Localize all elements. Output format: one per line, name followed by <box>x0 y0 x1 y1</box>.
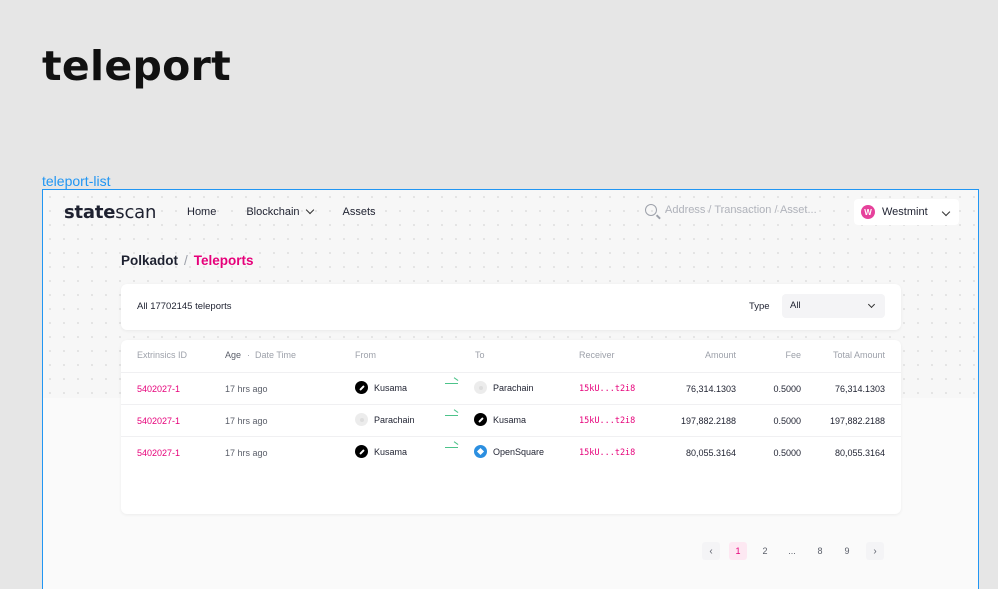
filter-bar: All 17702145 teleports Type All <box>121 284 901 330</box>
logo-bold: state <box>64 202 116 223</box>
header-amount: Amount <box>704 350 736 360</box>
fee-value: 0.5000 <box>773 416 801 426</box>
receiver-link[interactable]: 15kU...t2i8 <box>579 416 636 426</box>
arrow-right-icon <box>445 415 458 417</box>
header-age[interactable]: Age <box>225 350 242 360</box>
extrinsic-id-link[interactable]: 5402027-1 <box>137 416 181 426</box>
header-from: From <box>355 350 376 360</box>
from-chain-name: Parachain <box>374 414 415 425</box>
teleport-table: Extrinsics ID Age · Date Time From To Re… <box>121 340 901 560</box>
chevron-down-icon <box>305 205 314 215</box>
to-chain: OpenSquare <box>474 445 544 458</box>
chain-selector[interactable]: W Westmint <box>854 199 959 225</box>
type-select-value: All <box>790 300 801 311</box>
header-total: Total Amount <box>832 350 885 360</box>
top-header: statescan Home Blockchain Assets Address… <box>43 190 978 234</box>
to-chain: Kusama <box>474 413 526 426</box>
table-row: 5402027-1 17 hrs ago Parachain Kusama 15kU..… <box>121 404 901 436</box>
chain-name: Westmint <box>882 206 928 218</box>
parachain-icon <box>355 413 368 426</box>
to-chain-name: Parachain <box>493 382 534 393</box>
table-row: 5402027-1 17 hrs ago Kusama OpenSquare 15kU.… <box>121 436 901 468</box>
amount-value: 80,055.3164 <box>685 448 736 458</box>
amount-value: 197,882.2188 <box>680 416 736 426</box>
page-title: teleport <box>42 42 232 90</box>
nav-blockchain[interactable]: Blockchain <box>246 205 314 218</box>
total-amount-value: 80,055.3164 <box>834 448 885 458</box>
header-to: To <box>475 350 485 360</box>
breadcrumb: Polkadot / Teleports <box>121 253 254 268</box>
breadcrumb-root[interactable]: Polkadot <box>121 253 179 268</box>
search-icon <box>645 204 657 216</box>
receiver-link[interactable]: 15kU...t2i8 <box>579 448 636 458</box>
extrinsic-id-link[interactable]: 5402027-1 <box>137 448 181 458</box>
frame-label: teleport-list <box>42 173 111 189</box>
chevron-down-icon <box>941 207 951 217</box>
nav-blockchain-label: Blockchain <box>246 206 300 218</box>
amount-value: 76,314.1303 <box>685 384 736 394</box>
breadcrumb-current: Teleports <box>193 253 254 268</box>
header-receiver: Receiver <box>579 350 615 360</box>
parachain-icon <box>474 381 487 394</box>
logo-rest: scan <box>115 202 157 223</box>
header-datetime[interactable]: Date Time <box>255 350 297 360</box>
type-select[interactable]: All <box>782 294 885 318</box>
page-button-9[interactable]: 9 <box>844 546 850 556</box>
kusama-icon <box>355 381 368 394</box>
age-value: 17 hrs ago <box>225 416 268 426</box>
teleport-count: All 17702145 teleports <box>137 301 232 312</box>
age-value: 17 hrs ago <box>225 448 268 458</box>
to-chain-name: OpenSquare <box>493 446 545 457</box>
kusama-icon <box>355 445 368 458</box>
breadcrumb-separator: / <box>184 253 188 268</box>
header-age-separator: · <box>247 350 250 360</box>
chevron-down-icon <box>867 300 876 309</box>
westmint-icon: W <box>861 205 875 219</box>
nav-assets[interactable]: Assets <box>342 206 376 218</box>
from-chain-name: Kusama <box>374 382 408 393</box>
from-chain: Kusama <box>355 445 407 458</box>
page-button-1[interactable]: 1 <box>729 542 747 560</box>
total-amount-value: 76,314.1303 <box>834 384 885 394</box>
prev-page-button[interactable]: ‹ <box>702 542 720 560</box>
arrow-right-icon <box>445 447 458 449</box>
kusama-icon <box>474 413 487 426</box>
to-chain-name: Kusama <box>493 414 527 425</box>
receiver-link[interactable]: 15kU...t2i8 <box>579 384 636 394</box>
page-button-2[interactable]: 2 <box>762 546 768 556</box>
type-label: Type <box>749 301 770 312</box>
header-extrinsic: Extrinsics ID <box>137 350 188 360</box>
app-frame: statescan Home Blockchain Assets Address… <box>42 189 979 589</box>
from-chain: Parachain <box>355 413 415 426</box>
fee-value: 0.5000 <box>773 448 801 458</box>
to-chain: Parachain <box>474 381 534 394</box>
from-chain-name: Kusama <box>374 446 408 457</box>
main-nav: Home Blockchain Assets <box>187 205 406 218</box>
fee-value: 0.5000 <box>773 384 801 394</box>
header-fee: Fee <box>785 350 801 360</box>
statescan-logo[interactable]: statescan <box>64 202 156 223</box>
arrow-right-icon <box>445 383 458 385</box>
nav-home[interactable]: Home <box>187 206 217 218</box>
extrinsic-id-link[interactable]: 5402027-1 <box>137 384 181 394</box>
pagination-ellipsis: ... <box>788 546 796 556</box>
opensquare-icon <box>474 445 487 458</box>
search-placeholder: Address / Transaction / Asset... <box>665 204 817 216</box>
table-row: 5402027-1 17 hrs ago Kusama Parachain 15kU..… <box>121 372 901 404</box>
page-button-8[interactable]: 8 <box>817 546 823 556</box>
next-page-button[interactable]: › <box>866 542 884 560</box>
total-amount-value: 197,882.2188 <box>829 416 885 426</box>
age-value: 17 hrs ago <box>225 384 268 394</box>
search-input[interactable]: Address / Transaction / Asset... <box>645 204 817 216</box>
from-chain: Kusama <box>355 381 407 394</box>
